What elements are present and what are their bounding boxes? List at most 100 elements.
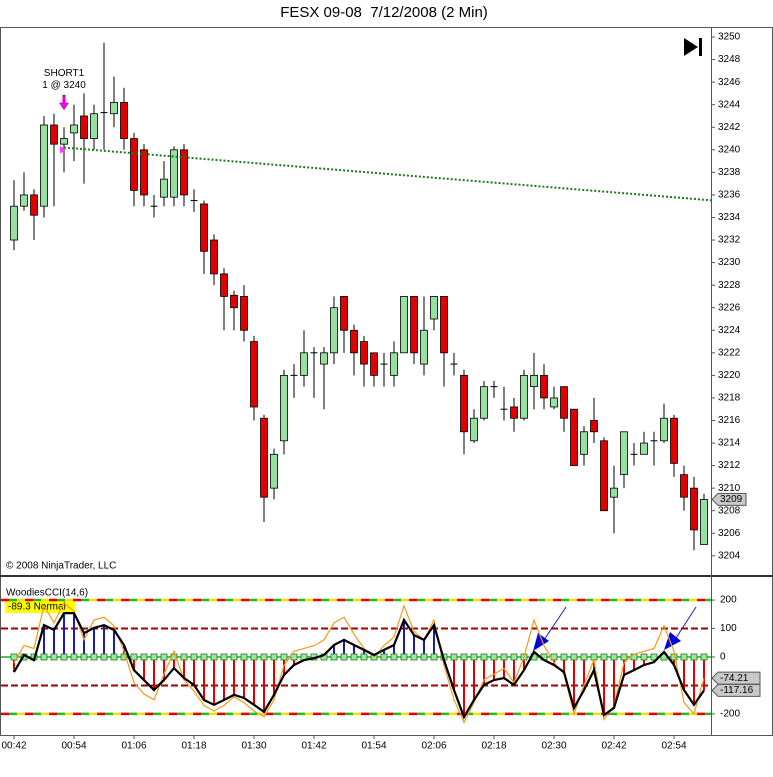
zero-marker [100,653,108,661]
candle-body [660,417,668,442]
candle-body [200,203,208,252]
candle-body [140,149,148,196]
candle-body [400,296,408,354]
candle-body [270,453,278,489]
zero-marker [570,653,578,661]
zero-marker [220,653,228,661]
last-value-box [711,683,761,697]
signal-arrows [533,606,697,651]
candle-body [700,499,708,545]
candle-body [260,417,268,498]
candle-body [60,138,68,145]
zero-marker [230,653,238,661]
candle-body [390,352,398,376]
zero-marker [640,653,648,661]
x-tick-label: 02:18 [481,741,506,752]
candle-body [370,352,378,376]
candle-body [610,487,618,498]
y-tick-label: 3248 [718,54,741,65]
order-marker [60,145,66,154]
zero-marker [240,653,248,661]
zero-marker [160,653,168,661]
last-value-box [711,671,761,685]
x-tick-label: 00:54 [61,741,86,752]
zero-marker [500,653,508,661]
cci-line [13,612,705,720]
y-tick-label: 3250 [718,32,741,43]
y-tick-label: 3240 [718,144,741,155]
candle-body [470,417,478,442]
last-value-label: -117.16 [720,685,754,696]
candle-body [20,194,28,207]
candle-body [640,442,648,455]
zero-marker [120,653,128,661]
candle-body [320,352,328,365]
chart-title: FESX 09-08 7/12/2008 (2 Min) [280,4,488,21]
candle-body [130,138,138,191]
x-tick-label: 01:42 [301,741,326,752]
x-tick-label: 02:30 [541,741,566,752]
candle-body [360,341,368,365]
y-tick-label: -200 [720,709,740,720]
zero-marker [60,653,68,661]
zero-marker [400,653,408,661]
candle-body [250,341,258,408]
y-tick-label: 3214 [718,438,741,449]
order-label: 1 @ 3240 [42,80,86,91]
zero-marker [480,653,488,661]
candle-body [170,149,178,198]
candle-body [330,307,338,354]
candle-body [340,296,348,331]
candle-body [300,352,308,376]
candle-body [570,408,578,467]
x-tick-label: 01:54 [361,741,386,752]
cci-plot [1,598,711,724]
x-tick-label: 01:06 [121,741,146,752]
candle-body [120,102,128,139]
zero-marker [180,653,188,661]
zero-marker [470,653,478,661]
y-tick-label: 3226 [718,302,741,313]
candle-body [590,420,598,433]
candle-body [410,296,418,354]
zero-marker [460,653,468,661]
candle-body [70,124,78,134]
candle-body [670,417,678,464]
zero-marker [690,653,698,661]
zero-marker [250,653,258,661]
zero-marker [380,653,388,661]
candle-body [620,431,628,476]
y-tick-label: 100 [720,623,737,634]
y-tick-label: 3246 [718,77,741,88]
zero-marker [610,653,618,661]
zero-marker [510,653,518,661]
indicator-title: WoodiesCCI(14,6) [6,588,88,599]
zero-marker [140,653,148,661]
order-arrow [59,94,69,111]
copyright: © 2008 NinjaTrader, LLC [6,561,116,572]
y-tick-label: 3232 [718,235,741,246]
y-tick-label: 3222 [718,347,741,358]
trendline [63,146,711,202]
last-price-box [711,492,747,506]
x-tick-label: 00:42 [1,741,26,752]
zero-marker [600,653,608,661]
candle-body [240,296,248,331]
candle-body [510,406,518,419]
candle-body [180,149,188,196]
candle-body [550,397,558,408]
x-tick-label: 02:54 [661,741,686,752]
y-tick-label: 3242 [718,122,741,133]
candle-body [230,294,238,309]
y-tick-label: 3208 [718,505,741,516]
go-to-end-icon[interactable] [684,38,702,56]
y-tick-label: 3238 [718,167,741,178]
zero-marker [280,653,288,661]
zero-marker [80,653,88,661]
zero-marker [90,653,98,661]
candle-body [520,374,528,419]
x-tick-label: 02:06 [421,741,446,752]
zero-marker [340,653,348,661]
zero-marker [490,653,498,661]
candle-body [690,487,698,531]
